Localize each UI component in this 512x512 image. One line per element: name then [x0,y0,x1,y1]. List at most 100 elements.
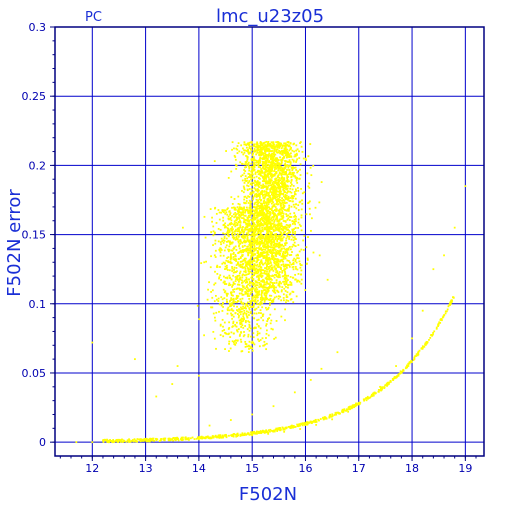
data-point [208,424,211,427]
data-point [218,277,220,280]
data-point [275,145,278,148]
data-point [244,195,247,198]
data-point [278,254,281,256]
data-point [252,224,254,227]
data-point [261,194,264,197]
data-point [261,315,264,317]
data-point [254,188,257,191]
data-point [273,287,276,290]
data-point [295,254,298,257]
data-point [280,174,283,177]
data-point [278,228,281,230]
data-point [234,214,237,216]
data-point [275,179,278,182]
data-point [258,303,260,306]
data-point [263,204,266,207]
data-point [263,157,266,160]
data-point [269,179,272,182]
data-point [258,224,261,227]
data-point [273,290,276,293]
data-point [267,141,270,143]
data-point [294,227,297,229]
data-point [286,248,288,250]
data-point [228,321,231,324]
data-point [300,264,303,267]
data-point [279,204,282,207]
data-point [269,169,272,172]
data-point [286,251,289,254]
data-point [343,409,346,411]
data-point [150,438,152,441]
data-point [240,214,243,217]
data-point [421,309,424,312]
data-point [349,405,351,408]
data-point [235,288,238,290]
data-point [281,183,283,186]
data-point [243,334,246,336]
data-point [248,199,251,202]
data-point [289,283,291,286]
data-point [247,161,250,164]
data-point [255,208,258,210]
data-point [391,377,394,380]
data-point [252,431,254,433]
data-point [270,233,273,235]
data-point [269,221,272,223]
data-point [300,422,302,425]
data-point [275,150,278,153]
data-point [253,187,256,190]
data-point [255,153,258,156]
data-point [136,440,138,443]
data-point [257,182,260,185]
data-point [257,432,260,434]
data-point [151,437,154,440]
data-point [269,258,272,261]
data-point [274,206,277,208]
data-point [225,259,228,262]
data-point [240,251,243,254]
data-point [266,174,268,177]
data-point [269,249,272,251]
data-point [266,238,269,241]
data-point [262,297,265,300]
data-point [287,190,289,193]
data-point [234,253,237,256]
data-point [278,276,281,279]
data-point [280,218,283,221]
data-point [272,197,275,200]
data-point [417,352,420,355]
data-point [284,220,287,223]
data-point [291,222,294,225]
data-point [281,150,283,153]
data-point [112,439,115,441]
data-point [248,260,251,263]
data-point [234,433,237,436]
data-point [228,309,231,312]
data-point [245,302,248,305]
data-point [234,276,237,278]
data-point [274,185,277,188]
data-point [286,176,289,178]
data-point [272,240,275,243]
data-point [274,292,277,294]
data-point [309,143,312,145]
data-point [275,144,278,147]
data-point [293,221,296,224]
data-point [248,251,250,254]
data-point [299,225,302,227]
data-point [271,238,274,241]
data-point [295,207,298,210]
data-point [259,223,261,225]
data-point [266,253,269,256]
data-point [258,207,261,210]
data-point [444,312,447,315]
data-point [242,315,245,318]
data-point [230,249,233,252]
data-point [449,302,452,305]
data-point [271,251,274,254]
data-point [249,234,252,237]
data-point [243,218,246,221]
data-point [257,184,260,186]
data-point [289,163,292,165]
